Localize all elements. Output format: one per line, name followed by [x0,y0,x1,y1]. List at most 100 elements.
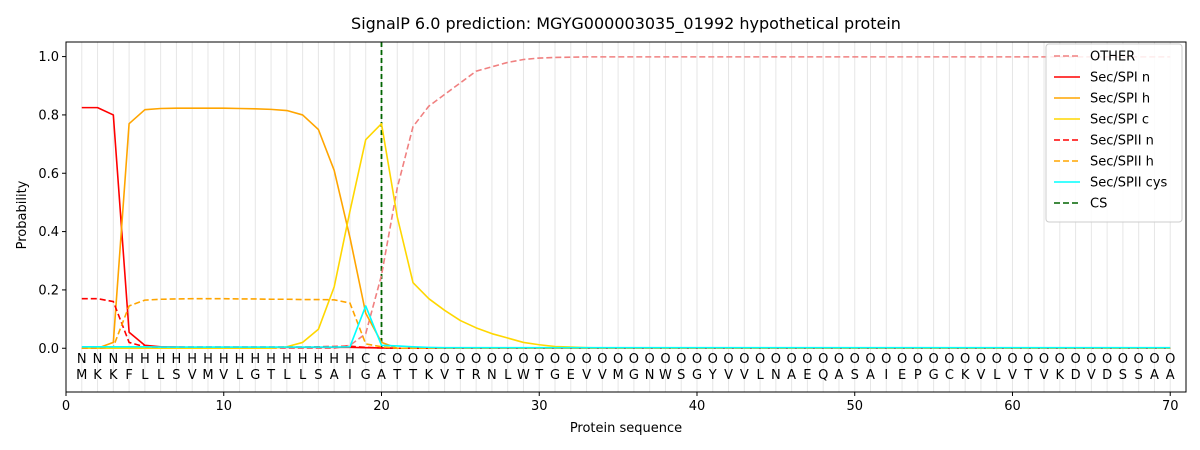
residue-label: M [202,368,213,383]
residue-label: T [534,368,543,383]
residue-label: S [851,368,859,383]
residue-label: V [440,368,449,383]
residue-label: G [629,368,639,383]
y-tick-label: 1.0 [38,50,59,65]
residue-label: S [1119,368,1127,383]
residue-label: K [93,368,102,383]
region-label: O [1118,352,1128,367]
legend-box [1045,43,1183,223]
residue-label: K [109,368,118,383]
legend-label: Sec/SPI n [1090,71,1150,86]
residue-label: W [659,368,672,383]
residue-label: L [993,368,1001,383]
residue-label: S [1135,368,1143,383]
residue-label: T [408,368,417,383]
series-line [81,297,1171,350]
residue-label: G [550,368,560,383]
residue-label: V [1040,368,1049,383]
residue-label: P [914,368,922,383]
region-label: O [550,352,560,367]
residue-label: L [504,368,512,383]
residue-label: L [283,368,291,383]
residue-label: S [314,368,322,383]
region-label: O [1070,352,1080,367]
residue-label: V [976,368,985,383]
series-layer [81,56,1171,350]
region-label: H [140,352,150,367]
residue-label: A [835,368,844,383]
region-label: O [802,352,812,367]
region-label: O [739,352,749,367]
plot-frame [65,41,1187,393]
region-label: O [1086,352,1096,367]
residue-label: Q [818,368,828,383]
series-line [81,106,1171,350]
series-line [81,305,1171,349]
series-line [81,56,1171,350]
region-label: H [219,352,229,367]
residue-label: E [803,368,811,383]
region-label: O [1149,352,1159,367]
region-label: O [1007,352,1017,367]
sequence-labels: NMNKNKHFHLHLHSHVHMHVHLHGHTHLHLHSHAHICGCA… [76,352,1175,383]
region-label: O [834,352,844,367]
region-label: O [1165,352,1175,367]
residue-label: L [157,368,165,383]
region-label: C [377,352,386,367]
residue-label: W [517,368,530,383]
y-tick-label: 0.2 [38,283,59,298]
residue-label: L [756,368,764,383]
region-label: O [455,352,465,367]
residue-label: A [1150,368,1159,383]
region-label: H [124,352,134,367]
residue-label: M [613,368,624,383]
region-label: C [361,352,370,367]
residue-label: K [425,368,434,383]
residue-label: G [692,368,702,383]
region-label: H [314,352,324,367]
residue-label: V [724,368,733,383]
residue-label: K [1056,368,1065,383]
region-label: O [692,352,702,367]
region-label: O [818,352,828,367]
region-label: O [881,352,891,367]
x-axis-label: Protein sequence [570,421,682,436]
region-label: O [755,352,765,367]
residue-label: E [898,368,906,383]
region-label: O [976,352,986,367]
residue-label: T [266,368,275,383]
residue-label: R [472,368,481,383]
region-label: O [660,352,670,367]
region-label: H [345,352,355,367]
region-label: N [108,352,118,367]
region-label: O [897,352,907,367]
region-label: O [928,352,938,367]
residue-label: V [598,368,607,383]
residue-label: I [884,368,888,383]
region-label: O [534,352,544,367]
x-tick-label: 40 [689,399,706,414]
residue-label: D [1102,368,1112,383]
region-label: O [944,352,954,367]
region-label: O [518,352,528,367]
residue-label: L [141,368,149,383]
series-line [81,107,1171,350]
region-label: O [1134,352,1144,367]
region-label: O [424,352,434,367]
legend-label: Sec/SPII n [1090,134,1154,149]
residue-label: A [866,368,875,383]
residue-label: V [582,368,591,383]
residue-label: T [455,368,464,383]
x-tick-label: 70 [1162,399,1179,414]
residue-label: D [1071,368,1081,383]
residue-label: N [645,368,655,383]
y-tick-label: 0.8 [38,108,59,123]
region-label: H [235,352,245,367]
region-label: O [865,352,875,367]
region-label: O [1055,352,1065,367]
region-label: O [708,352,718,367]
region-label: H [156,352,166,367]
grid-lines [81,42,1171,392]
region-label: O [787,352,797,367]
